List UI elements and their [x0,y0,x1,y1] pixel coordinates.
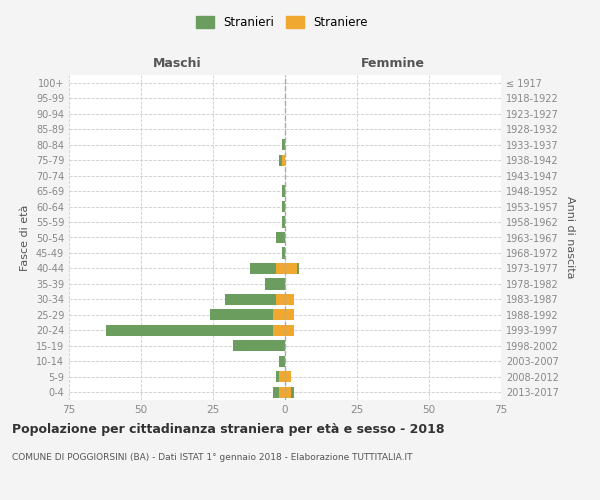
Text: Femmine: Femmine [361,57,425,70]
Y-axis label: Fasce di età: Fasce di età [20,204,30,270]
Bar [285,294,293,305]
Text: COMUNE DI POGGIORSINI (BA) - Dati ISTAT 1° gennaio 2018 - Elaborazione TUTTITALI: COMUNE DI POGGIORSINI (BA) - Dati ISTAT … [12,452,413,462]
Bar [285,310,293,320]
Bar [282,248,285,258]
Bar [279,371,285,382]
Y-axis label: Anni di nascita: Anni di nascita [565,196,575,279]
Bar [279,154,282,166]
Bar [285,325,293,336]
Bar [277,294,285,305]
Bar [279,386,285,398]
Bar [282,186,285,196]
Bar [274,325,285,336]
Legend: Stranieri, Straniere: Stranieri, Straniere [191,11,373,34]
Bar [274,386,279,398]
Text: Popolazione per cittadinanza straniera per età e sesso - 2018: Popolazione per cittadinanza straniera p… [12,422,445,436]
Bar [296,263,299,274]
Bar [224,294,277,305]
Bar [210,310,274,320]
Bar [285,371,291,382]
Bar [285,386,291,398]
Bar [282,216,285,228]
Bar [279,356,285,367]
Bar [282,139,285,150]
Bar [277,232,285,243]
Bar [282,201,285,212]
Bar [250,263,277,274]
Bar [277,263,285,274]
Bar [106,325,274,336]
Bar [274,310,285,320]
Bar [233,340,285,351]
Text: Maschi: Maschi [152,57,202,70]
Bar [277,371,279,382]
Bar [285,263,296,274]
Bar [291,386,293,398]
Bar [282,154,285,166]
Bar [265,278,285,289]
